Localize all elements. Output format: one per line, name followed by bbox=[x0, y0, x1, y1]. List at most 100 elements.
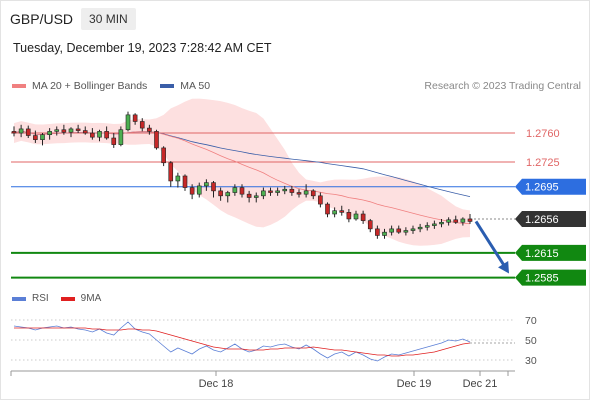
candle-body bbox=[139, 121, 145, 129]
candle-body bbox=[90, 132, 95, 138]
rsi-layer: 70 50 30 bbox=[11, 315, 537, 367]
candle bbox=[61, 124, 67, 135]
candle-body bbox=[310, 190, 316, 197]
candle-body bbox=[125, 114, 131, 131]
candle-body bbox=[360, 213, 366, 221]
candle bbox=[410, 225, 416, 234]
candle bbox=[346, 209, 352, 223]
rsi-9ma-line bbox=[14, 327, 471, 357]
level-label-1: 1.2725 bbox=[526, 157, 560, 169]
candle-body bbox=[396, 228, 402, 233]
level-label-0: 1.2760 bbox=[526, 128, 560, 140]
candle-body bbox=[325, 203, 330, 215]
candle bbox=[225, 190, 231, 203]
candle-body bbox=[332, 210, 337, 215]
candle bbox=[204, 179, 209, 191]
candle bbox=[25, 125, 31, 138]
candle bbox=[439, 218, 444, 228]
x-axis-layer: Dec 18 Dec 19 Dec 21 bbox=[10, 370, 515, 390]
candle-body bbox=[403, 230, 409, 233]
candle-body bbox=[211, 182, 216, 192]
candle bbox=[275, 187, 280, 196]
candle bbox=[296, 189, 302, 198]
candle-body bbox=[268, 190, 273, 193]
level-badge-4: 1.2615 bbox=[515, 244, 586, 261]
legend-label-9ma: 9MA bbox=[80, 293, 102, 304]
candle-body bbox=[225, 192, 231, 197]
candle-body bbox=[367, 220, 373, 230]
candle-body bbox=[182, 175, 188, 188]
candle bbox=[125, 111, 131, 132]
level-badge-text-4: 1.2615 bbox=[525, 248, 559, 260]
level-badge-bg-2 bbox=[515, 178, 586, 195]
candle-body bbox=[111, 137, 117, 145]
candle bbox=[318, 192, 323, 208]
candle-body bbox=[375, 228, 380, 236]
candle-body bbox=[382, 231, 387, 236]
legend-label-ma50: MA 50 bbox=[180, 80, 211, 92]
candle-body bbox=[97, 131, 102, 138]
candle-body bbox=[54, 129, 60, 132]
forecast-arrow-head bbox=[498, 260, 509, 274]
candle bbox=[310, 189, 316, 200]
candle-body bbox=[196, 185, 202, 195]
candle bbox=[239, 184, 245, 198]
legend-label-ma20: MA 20 + Bollinger Bands bbox=[32, 80, 148, 92]
candle bbox=[40, 133, 45, 146]
legend-item-9ma: 9MA bbox=[60, 293, 102, 304]
candle bbox=[104, 126, 109, 140]
candle-body bbox=[168, 162, 174, 182]
candle-body bbox=[18, 128, 24, 134]
candle bbox=[161, 146, 166, 167]
x-tick-label: Dec 21 bbox=[463, 378, 498, 390]
candle-body bbox=[47, 131, 52, 135]
candle bbox=[332, 207, 337, 218]
candle-body bbox=[25, 128, 31, 136]
candle bbox=[353, 210, 359, 221]
candle bbox=[389, 225, 394, 236]
legend-swatch-ma20 bbox=[12, 84, 26, 88]
candle bbox=[367, 218, 373, 233]
candle-body bbox=[410, 228, 416, 231]
candle-body bbox=[339, 210, 345, 213]
candle-body bbox=[61, 129, 67, 133]
candle-body bbox=[253, 195, 259, 198]
candle bbox=[18, 124, 24, 138]
candle-body bbox=[453, 219, 459, 223]
rsi-tick-label-30: 30 bbox=[525, 355, 537, 367]
timeframe-badge[interactable]: 30 MIN bbox=[81, 8, 136, 30]
candle-body bbox=[147, 127, 152, 132]
candle bbox=[375, 225, 380, 239]
candle-body bbox=[432, 223, 437, 226]
level-badge-bg-3 bbox=[515, 210, 586, 227]
rsi-tick-label-70: 70 bbox=[525, 315, 537, 327]
candle bbox=[417, 223, 423, 233]
candle-body bbox=[11, 131, 17, 134]
candle-body bbox=[303, 190, 309, 195]
rsi-legend: RSI 9MA bbox=[12, 293, 113, 304]
candle bbox=[303, 184, 309, 198]
symbol-label: GBP/USD bbox=[10, 11, 74, 27]
candle bbox=[382, 228, 387, 239]
level-badge-text-3: 1.2656 bbox=[525, 214, 559, 226]
candle-body bbox=[353, 213, 359, 220]
candle-body bbox=[289, 188, 295, 193]
candle bbox=[90, 128, 95, 140]
ma20-line bbox=[13, 130, 471, 225]
candle-body bbox=[232, 187, 238, 193]
candle-body bbox=[467, 218, 473, 222]
candle-body bbox=[218, 190, 223, 197]
candle-body bbox=[104, 131, 109, 139]
candle bbox=[467, 214, 473, 224]
candle bbox=[282, 185, 288, 195]
level-badge-2: 1.2695 bbox=[515, 178, 586, 195]
candle bbox=[82, 126, 88, 135]
candle-body bbox=[40, 134, 45, 140]
level-badge-text-5: 1.2585 bbox=[525, 273, 559, 285]
level-badge-bg-4 bbox=[515, 244, 586, 261]
candle bbox=[246, 190, 252, 203]
legend-swatch-rsi bbox=[12, 296, 26, 301]
legend-label-rsi: RSI bbox=[32, 293, 49, 304]
candle bbox=[424, 222, 430, 231]
candle-body bbox=[424, 225, 430, 228]
